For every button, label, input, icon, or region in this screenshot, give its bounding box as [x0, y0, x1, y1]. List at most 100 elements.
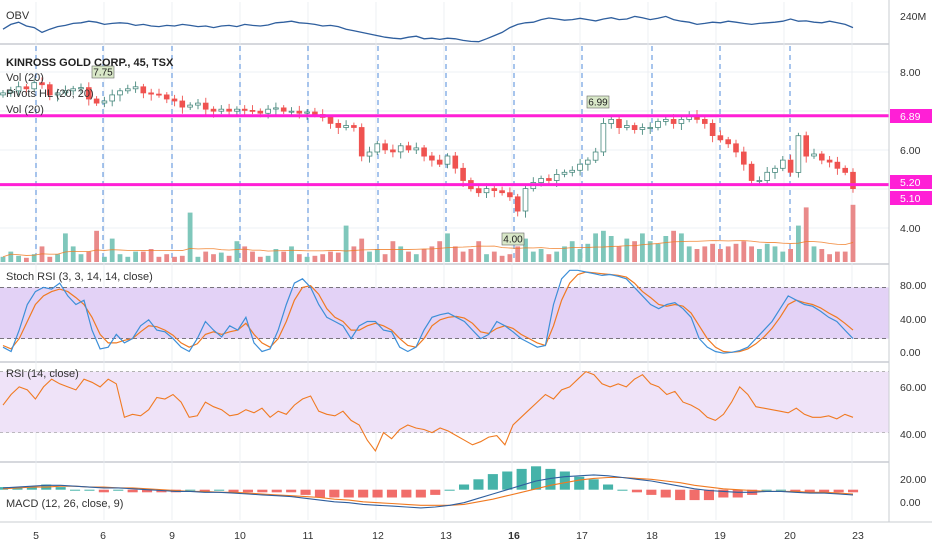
macd-hist-bar — [358, 489, 369, 498]
volume-bar — [164, 254, 170, 262]
obv-pane[interactable]: OBV — [2, 10, 854, 43]
candle — [702, 116, 708, 129]
candle — [202, 97, 209, 115]
stoch-tick-80: 80.00 — [900, 280, 926, 292]
candle — [826, 156, 833, 168]
volume-bar — [788, 249, 793, 262]
volume-bar — [0, 256, 6, 262]
macd-hist-bar — [459, 484, 470, 490]
macd-hist-bar — [819, 489, 830, 493]
macd-hist-bar — [430, 489, 441, 495]
volume-bar — [663, 236, 669, 262]
volume-ma-line — [2, 240, 854, 258]
candle — [592, 147, 599, 163]
candle — [803, 131, 809, 163]
candle-body — [312, 111, 318, 115]
candle — [514, 193, 521, 217]
macd-histogram — [0, 466, 859, 501]
macd-hist-bar — [675, 489, 686, 501]
candle-body — [195, 102, 201, 106]
candle-body — [226, 108, 232, 112]
volume-bar — [562, 246, 567, 262]
candle — [218, 105, 225, 115]
candle — [491, 185, 498, 198]
high-label-text: 7.75 — [93, 68, 113, 79]
badge-520: 5.20 — [900, 177, 921, 189]
volume-bar — [686, 246, 692, 262]
candle-body — [101, 100, 108, 104]
candle — [86, 82, 92, 106]
candle — [397, 143, 404, 159]
candle — [163, 92, 170, 104]
macd-hist-bar — [761, 489, 772, 491]
volume-bar — [406, 251, 411, 262]
volume-bar — [63, 233, 68, 262]
candle-body — [608, 119, 614, 124]
volume-bar — [312, 255, 318, 262]
volume-bar — [47, 256, 53, 262]
volume-bar — [125, 256, 131, 262]
volume-bar — [484, 254, 489, 262]
volume-bar — [296, 254, 302, 262]
volume-bar — [476, 241, 482, 262]
badge-510: 5.10 — [900, 193, 921, 205]
obv-line — [2, 15, 854, 43]
candle-body — [663, 119, 669, 122]
macd-hist-bar — [574, 476, 585, 490]
candle-body — [670, 119, 677, 124]
price-pane[interactable]: KINROSS GOLD CORP., 45, TSX Vol (20) Piv… — [0, 57, 889, 262]
candle-body — [351, 125, 357, 128]
volume-bar — [577, 249, 583, 262]
candle-body — [460, 167, 466, 181]
volume-bar — [530, 251, 536, 262]
volume-bar — [710, 243, 715, 262]
candle — [795, 132, 802, 178]
candle — [780, 156, 786, 172]
volume-bar — [273, 249, 279, 262]
time-tick-label: 23 — [852, 530, 864, 542]
candle — [616, 115, 622, 134]
volume-bar — [265, 255, 271, 262]
candle — [436, 154, 443, 167]
macd-hist-bar — [833, 489, 844, 493]
candle-body — [709, 123, 716, 137]
macd-hist-bar — [386, 489, 397, 498]
candle-body — [421, 147, 427, 157]
stoch-rsi-pane[interactable]: Stoch RSI (3, 3, 14, 14, close) — [0, 269, 889, 354]
candle-body — [429, 155, 435, 161]
volume-bar — [764, 243, 770, 262]
rsi-pane[interactable]: RSI (14, close) — [0, 368, 889, 452]
candle-body — [358, 127, 365, 157]
rsi-tick-40: 40.00 — [900, 429, 926, 441]
volume-bar — [289, 246, 294, 262]
candle-body — [7, 90, 14, 94]
candle — [358, 123, 365, 162]
candle — [179, 95, 186, 114]
candle-body — [647, 127, 653, 129]
candle — [140, 83, 147, 99]
candle-body — [171, 98, 178, 102]
price-axis[interactable]: 240M 8.00 6.00 4.00 6.89 5.20 5.10 80.00… — [888, 0, 932, 522]
candle-body — [304, 111, 310, 114]
candle — [413, 142, 420, 154]
time-axis[interactable]: 5 6 9 10 11 12 13 16 17 18 19 20 23 — [0, 521, 932, 542]
candle-body — [678, 119, 685, 124]
candle-body — [748, 163, 755, 181]
candle-body — [585, 159, 591, 165]
candle — [125, 84, 131, 94]
volume-bar — [218, 252, 224, 262]
candle — [624, 120, 630, 131]
candle — [47, 81, 53, 101]
candle-body — [265, 108, 271, 114]
candle — [725, 136, 731, 148]
time-tick-label: 18 — [646, 530, 658, 542]
macd-pane[interactable]: MACD (12, 26, close, 9) — [0, 466, 859, 510]
candle-body — [15, 86, 22, 92]
volume-bar — [780, 251, 786, 262]
candle-body — [569, 169, 575, 173]
macd-hist-bar — [26, 487, 37, 490]
stoch-band — [0, 287, 889, 339]
volume-bar — [250, 251, 255, 262]
candle — [561, 169, 568, 178]
